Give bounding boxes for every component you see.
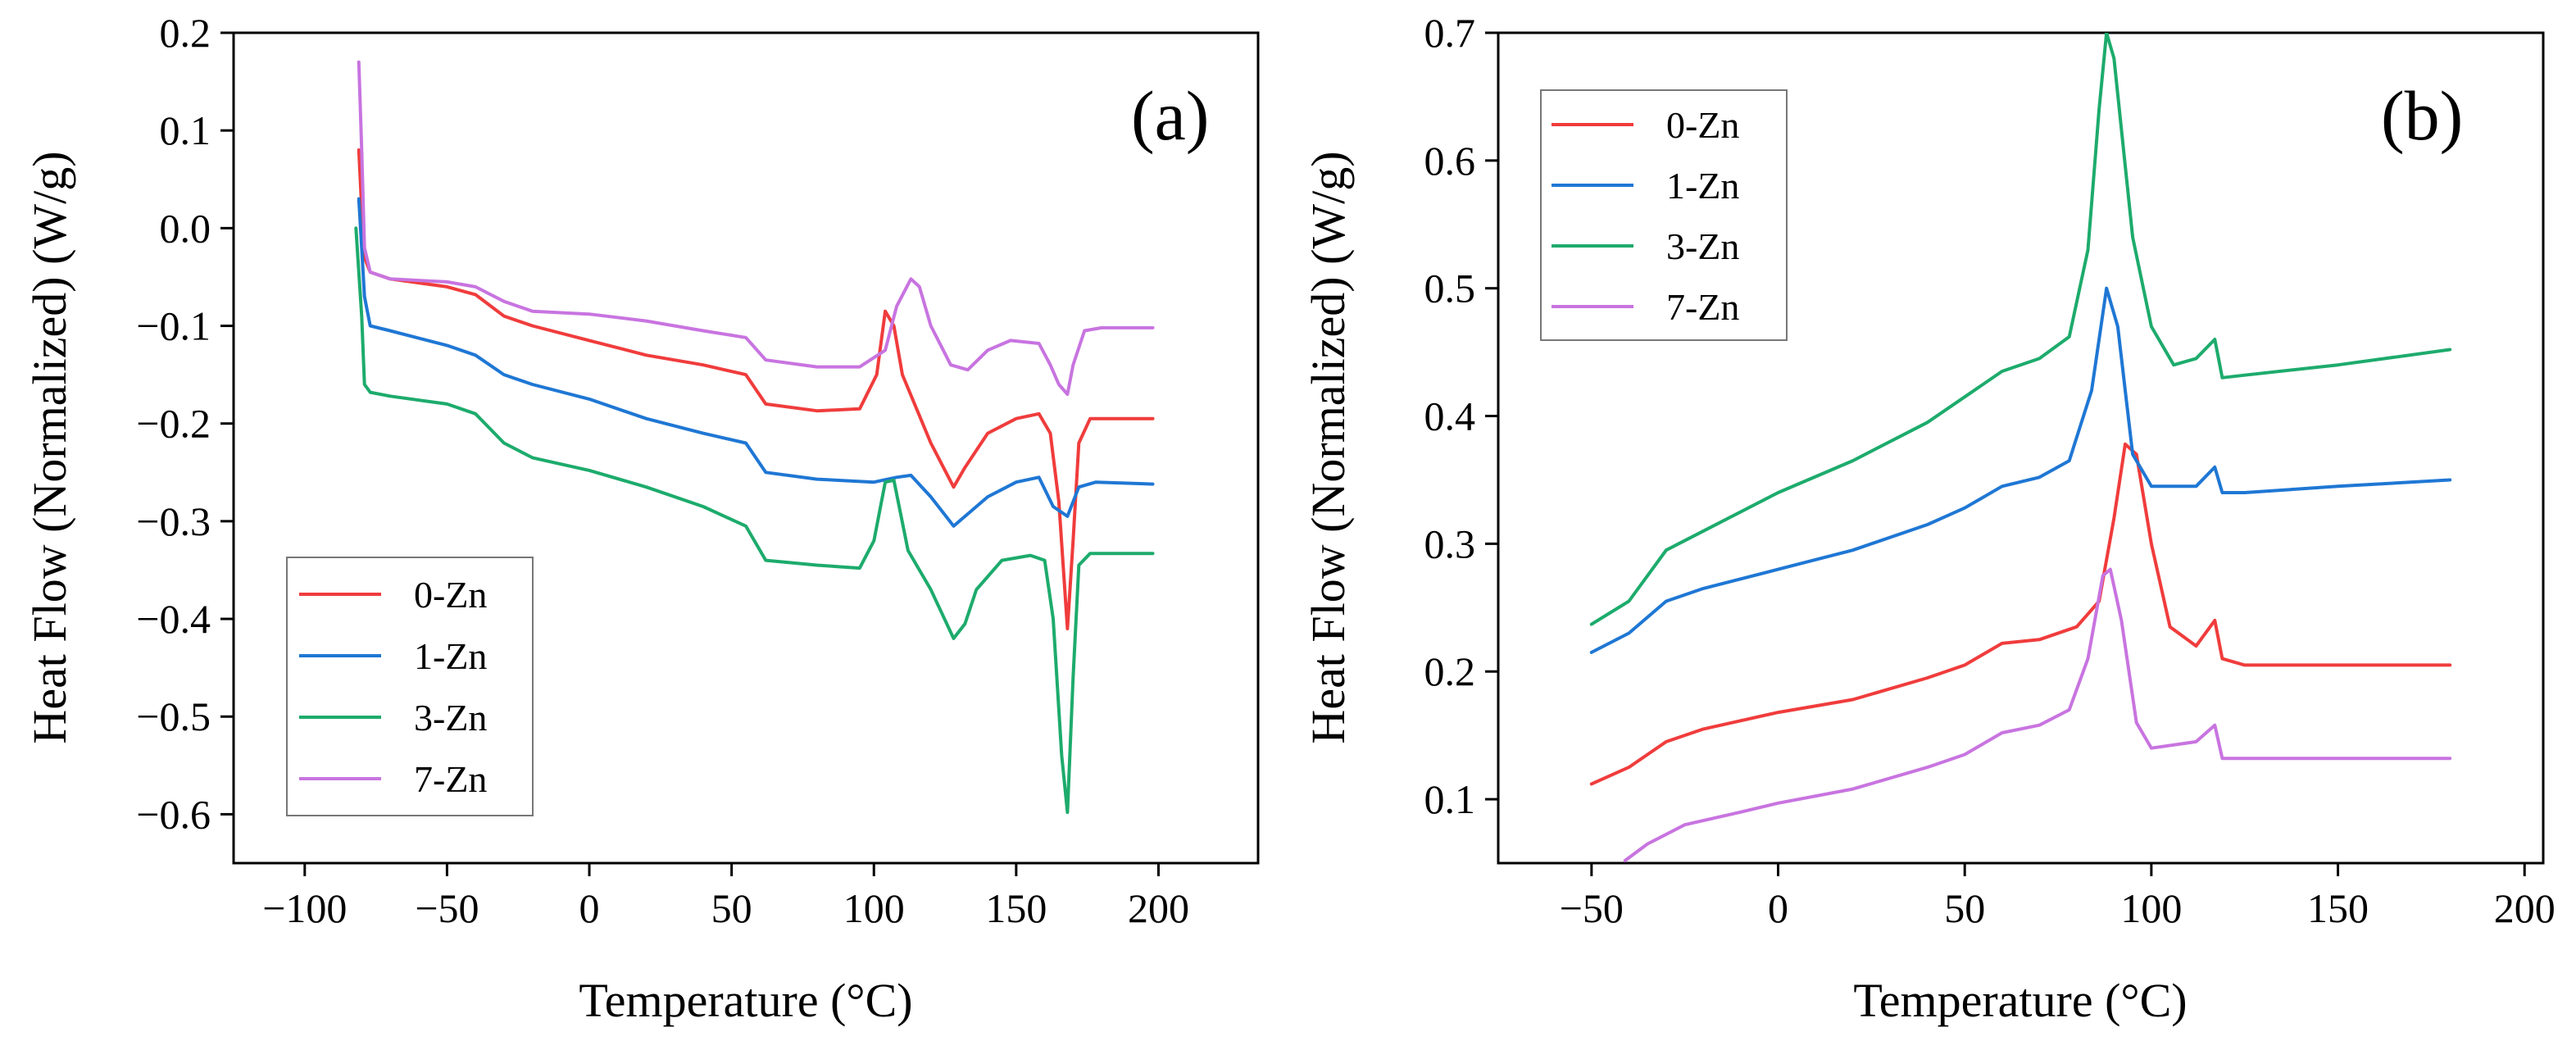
panel-a-y-tick-label: −0.6 [136, 791, 211, 837]
panel-b-label: (b) [2381, 76, 2463, 155]
panel-a-legend-label-1-zn: 1-Zn [414, 635, 487, 677]
chart-panel-b: −50 0 50 100 150 200 0.7 0.6 0.5 0.4 0.3 0.2 0.1 (b)… [1302, 10, 2556, 1027]
panel-a-x-tick-label: 200 [1128, 885, 1189, 931]
panel-b-x-tick-label: 200 [2494, 885, 2556, 931]
panel-a-legend-label-7-zn: 7-Zn [414, 758, 487, 800]
panel-a-x-tick-label: −50 [415, 885, 479, 931]
panel-b-series-3-zn-line [1589, 33, 2452, 626]
panel-a-series-0-zn-line [357, 148, 1155, 630]
panel-b-y-tick-label: 0.3 [1424, 520, 1476, 566]
panel-a-y-axis-title: Heat Flow (Normalized) (W/g) [23, 151, 76, 743]
panel-b-y-tick-label: 0.7 [1424, 10, 1476, 56]
panel-a-legend-items: 0-Zn 1-Zn 3-Zn 7-Zn [299, 574, 487, 800]
panel-a-x-tick-label: 150 [985, 885, 1047, 931]
panel-b-x-tick-label: 100 [2120, 885, 2182, 931]
panel-b-y-tick-label: 0.5 [1424, 266, 1476, 311]
panel-b-tick-layer: −50 0 50 100 150 200 0.7 0.6 0.5 0.4 0.3 0.2 0.1 [1424, 10, 2556, 931]
panel-a-y-tick-label: −0.2 [136, 401, 211, 447]
panel-b-legend-items: 0-Zn 1-Zn 3-Zn 7-Zn [1552, 104, 1739, 328]
panel-b-legend-box [1540, 89, 1788, 341]
panel-a-y-tick-label: −0.4 [136, 596, 211, 642]
panel-b-legend-label-3-zn: 3-Zn [1666, 225, 1739, 267]
panel-b-y-tick-label: 0.6 [1424, 138, 1476, 184]
panel-b-series-7-zn-line [1623, 567, 2452, 862]
panel-a-y-tick-label: 0.2 [160, 10, 211, 56]
panel-a-legend-label-3-zn: 3-Zn [414, 697, 487, 739]
panel-b-series-1-zn-line [1589, 286, 2452, 654]
panel-b-x-axis-title: Temperature (°C) [1853, 974, 2187, 1027]
panel-b-legend-label-7-zn: 7-Zn [1666, 286, 1739, 328]
panel-a-x-tick-label: 0 [579, 885, 600, 931]
panel-b-y-tick-label: 0.1 [1424, 776, 1476, 822]
panel-a-y-tick-label: −0.5 [136, 693, 211, 739]
panel-b-y-axis-title: Heat Flow (Normalized) (W/g) [1302, 151, 1355, 743]
panel-a-label: (a) [1131, 76, 1209, 155]
panel-a-series-7-zn-line [357, 60, 1155, 396]
panel-a-legend: 0-Zn 1-Zn 3-Zn 7-Zn [286, 557, 534, 816]
panel-b-legend-label-0-zn: 0-Zn [1666, 104, 1739, 146]
chart-panel-a: −100 −50 0 50 100 150 200 0.2 0.1 0.0 −0.1 −0.2 −0.3… [23, 10, 1260, 1027]
panel-a-legend-box [286, 557, 534, 816]
panel-b-series-0-zn-line [1589, 442, 2452, 786]
panel-b-y-tick-label: 0.2 [1424, 648, 1476, 694]
panel-a-y-tick-label: −0.1 [136, 303, 211, 349]
panel-b-legend-label-1-zn: 1-Zn [1666, 165, 1739, 207]
panel-b-x-tick-label: 150 [2307, 885, 2369, 931]
panel-a-x-tick-label: 100 [843, 885, 905, 931]
panel-a-y-tick-label: −0.3 [136, 498, 211, 544]
panel-b-x-tick-label: −50 [1560, 885, 1624, 931]
panel-a-y-tick-label: 0.0 [160, 205, 211, 251]
panel-b-plot-frame [1497, 31, 2545, 865]
panel-a-legend-label-0-zn: 0-Zn [414, 574, 487, 616]
panel-a-y-tick-label: 0.1 [160, 107, 211, 153]
panel-a-plot-frame [232, 31, 1260, 865]
panel-a-series-1-zn-line [357, 197, 1155, 528]
panel-a-x-tick-label: 50 [711, 885, 752, 931]
panel-a-x-tick-label: −100 [262, 885, 347, 931]
panel-a-tick-layer: −100 −50 0 50 100 150 200 0.2 0.1 0.0 −0.1 −0.2 −0.3… [136, 10, 1189, 931]
panel-b-legend: 0-Zn 1-Zn 3-Zn 7-Zn [1540, 89, 1788, 341]
panel-b-series-layer [1589, 33, 2452, 862]
panel-a-series-layer [354, 60, 1155, 814]
panel-a-series-3-zn-line [354, 226, 1155, 814]
panel-b-x-tick-label: 0 [1768, 885, 1788, 931]
panel-b-y-tick-label: 0.4 [1424, 393, 1476, 439]
panel-a-x-axis-title: Temperature (°C) [579, 974, 912, 1027]
panel-b-x-tick-label: 50 [1944, 885, 1985, 931]
